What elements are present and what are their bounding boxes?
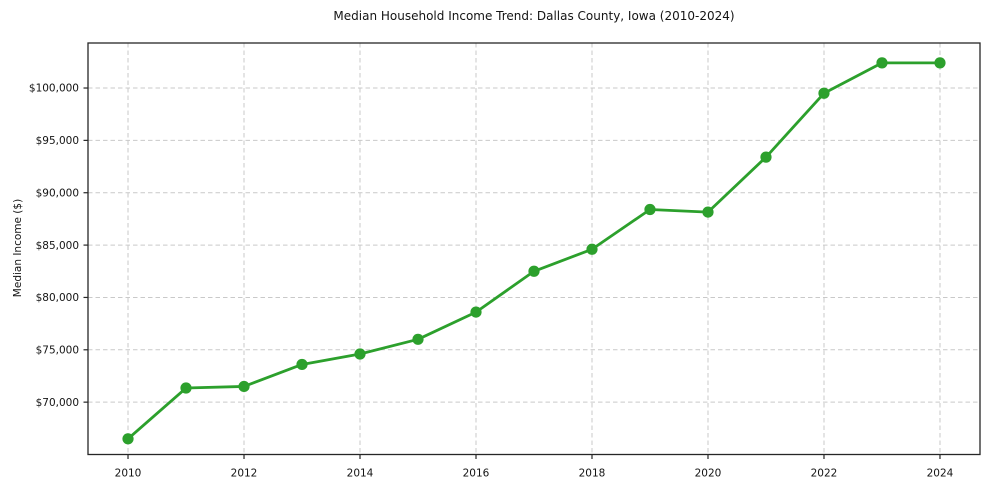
income-trend-line bbox=[126, 61, 942, 441]
data-point-2017 bbox=[528, 265, 540, 277]
chart-title: Median Household Income Trend: Dallas Co… bbox=[333, 9, 735, 23]
x-tick-label: 2020 bbox=[695, 468, 722, 480]
plot-border bbox=[87, 42, 981, 456]
data-point-2021 bbox=[760, 151, 772, 163]
x-tick-label: 2022 bbox=[811, 468, 838, 480]
y-tick-label: $80,000 bbox=[36, 292, 79, 304]
data-point-2020 bbox=[702, 206, 714, 218]
data-point-2022 bbox=[818, 87, 830, 99]
data-point-2014 bbox=[354, 348, 366, 360]
data-point-2012 bbox=[238, 380, 250, 393]
data-point-2019 bbox=[644, 203, 656, 216]
x-tick-label: 2024 bbox=[927, 468, 954, 480]
x-tick-label: 2014 bbox=[347, 468, 374, 480]
data-point-2016 bbox=[470, 306, 482, 318]
y-tick-label: $75,000 bbox=[36, 344, 79, 356]
x-tick-label: 2010 bbox=[115, 468, 142, 480]
y-tick-label: $100,000 bbox=[29, 83, 79, 95]
x-tick-label: 2018 bbox=[579, 468, 606, 480]
data-point-2024 bbox=[934, 57, 946, 69]
data-point-2013 bbox=[296, 358, 308, 371]
y-tick-label: $90,000 bbox=[36, 187, 79, 199]
data-point-2023 bbox=[876, 57, 888, 69]
data-point-2018 bbox=[586, 243, 598, 255]
y-tick-label: $70,000 bbox=[36, 397, 79, 409]
y-tick-label: $85,000 bbox=[36, 240, 79, 252]
y-tick-label: $95,000 bbox=[36, 135, 79, 147]
data-point-2011 bbox=[180, 382, 192, 394]
x-tick-label: 2016 bbox=[463, 468, 490, 480]
data-point-2010 bbox=[122, 433, 134, 445]
x-tick-label: 2012 bbox=[231, 468, 258, 480]
data-point-2015 bbox=[412, 333, 424, 345]
